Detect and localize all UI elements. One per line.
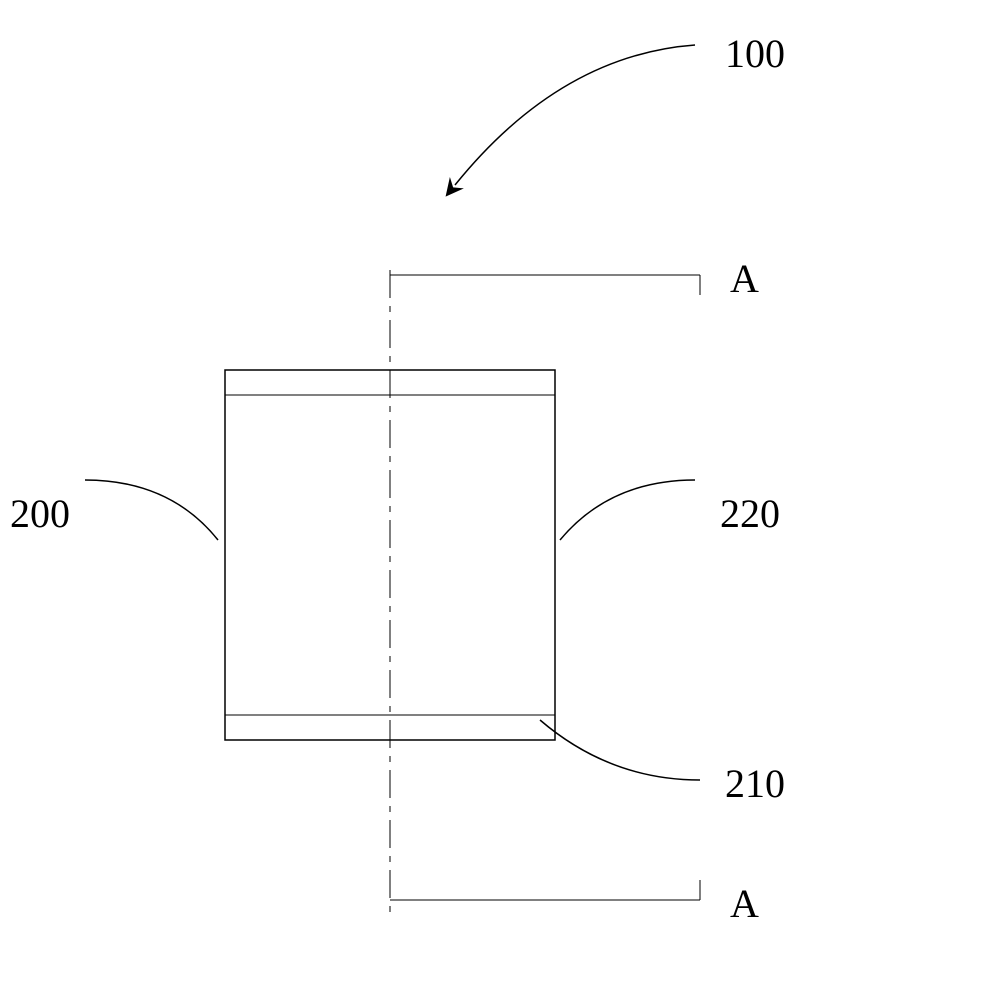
label-220: 220 [720,490,780,537]
section-line-upper [390,275,700,295]
leader-200 [85,480,218,540]
label-210: 210 [725,760,785,807]
label-100: 100 [725,30,785,77]
section-line-lower [390,880,700,900]
leader-220 [560,480,695,540]
leader-100 [455,45,695,185]
technical-diagram [0,0,987,1000]
label-section-a-lower: A [730,880,759,927]
leader-210 [540,720,700,780]
label-section-a-upper: A [730,255,759,302]
label-200: 200 [10,490,70,537]
